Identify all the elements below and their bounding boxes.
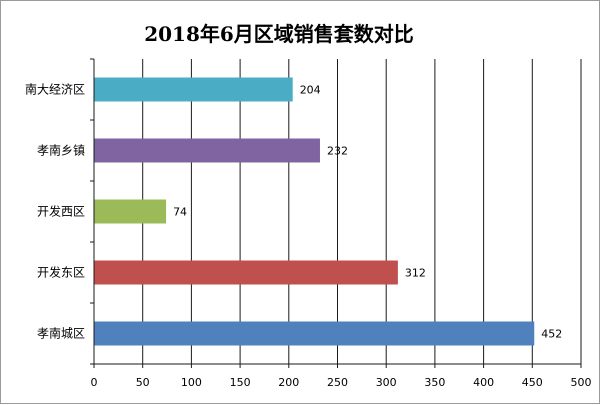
data-label-3: 74 [173, 206, 187, 219]
bars [94, 77, 535, 346]
x-tick-label-450: 450 [522, 376, 543, 389]
x-tick-label-400: 400 [473, 376, 494, 389]
data-labels: 204 232 74 312 452 [173, 84, 562, 341]
data-label-2: 232 [327, 145, 348, 158]
data-label-5: 452 [541, 328, 562, 341]
category-label-3: 开发西区 [37, 204, 85, 219]
bar-1 [94, 77, 293, 102]
category-label-5: 孝南城区 [37, 326, 85, 341]
axes [90, 58, 582, 368]
bar-2 [94, 138, 320, 163]
category-label-4: 开发东区 [37, 265, 85, 280]
gridlines [142, 59, 582, 364]
bar-4 [94, 260, 398, 285]
x-tick-label-500: 500 [571, 376, 592, 389]
data-label-1: 204 [300, 84, 321, 97]
x-tick-label-150: 150 [230, 376, 251, 389]
x-tick-label-200: 200 [278, 376, 299, 389]
x-tick-label-100: 100 [181, 376, 202, 389]
chart-title: 2018年6月区域销售套数对比 [144, 22, 414, 46]
category-label-1: 南大经济区 [25, 82, 85, 97]
bar-3 [94, 199, 167, 224]
x-tick-label-0: 0 [91, 376, 98, 389]
bar-5 [94, 321, 535, 346]
x-tick-label-350: 350 [424, 376, 445, 389]
category-label-2: 孝南乡镇 [37, 143, 85, 158]
x-tick-labels: 0 50 100 150 200 250 300 350 400 450 500 [91, 376, 592, 389]
x-tick-label-300: 300 [376, 376, 397, 389]
x-tick-label-250: 250 [327, 376, 348, 389]
x-tick-label-50: 50 [136, 376, 150, 389]
data-label-4: 312 [405, 267, 426, 280]
